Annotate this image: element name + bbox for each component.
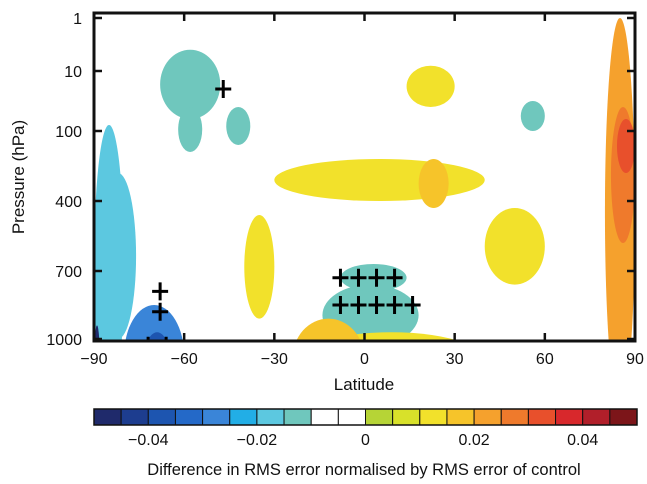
heatmap-region (100, 173, 137, 339)
significance-marks (125, 80, 421, 409)
significance-mark (152, 282, 169, 301)
significance-mark (125, 391, 141, 409)
x-tick-label: −60 (171, 351, 198, 368)
significance-mark (158, 391, 174, 409)
heatmap-region (616, 119, 635, 173)
heatmap-region (178, 107, 203, 152)
y-tick-label: 400 (55, 194, 82, 211)
colorbar-swatch (229, 408, 258, 426)
colorbar-swatch (93, 408, 122, 426)
significance-mark (332, 268, 349, 287)
significance-mark (140, 364, 156, 382)
colorbar-tick-label: −0.02 (237, 432, 278, 449)
heatmap-region (226, 107, 251, 145)
y-tick-label: 1000 (46, 332, 82, 349)
colorbar-tick-label: 0 (361, 432, 370, 449)
colorbar: −0.04 −0.02 0 0.02 0.04 (93, 408, 638, 449)
heatmap-region (244, 214, 275, 319)
colorbar-swatch (419, 408, 448, 426)
colorbar-swatch (365, 408, 394, 426)
heatmap-region (160, 49, 221, 119)
x-axis: −90 −60 −30 0 30 60 90 (80, 13, 644, 368)
significance-mark (386, 296, 403, 314)
colorbar-swatch (555, 408, 584, 426)
colorbar-swatch (174, 408, 204, 426)
x-tick-label: 90 (626, 351, 644, 368)
heatmap-region (484, 208, 545, 285)
significance-mark (368, 268, 385, 287)
significance-mark (386, 268, 403, 287)
colorbar-swatch (120, 408, 149, 426)
y-tick-label: 10 (64, 64, 82, 81)
y-tick-label: 100 (55, 124, 82, 141)
x-tick-label: 0 (360, 351, 369, 368)
colorbar-tick-label: 0.04 (567, 432, 598, 449)
x-tick-label: −90 (80, 351, 107, 368)
significance-mark (332, 296, 349, 314)
y-axis: 1 10 100 400 700 1000 (46, 11, 635, 349)
colorbar-tick-label: −0.04 (128, 432, 169, 449)
colorbar-swatch (609, 408, 638, 426)
colorbar-swatch (473, 408, 502, 426)
x-tick-label: −30 (261, 351, 288, 368)
colorbar-swatch (147, 408, 176, 426)
colorbar-swatch (500, 408, 529, 426)
colorbar-swatch (446, 408, 475, 426)
colorbar-swatch (527, 408, 557, 426)
significance-mark (140, 391, 156, 409)
colorbar-tick-label: 0.02 (459, 432, 490, 449)
significance-mark (368, 296, 385, 314)
x-axis-title: Latitude (334, 375, 395, 394)
y-axis-title: Pressure (hPa) (9, 120, 28, 234)
heatmap-cells (94, 18, 635, 341)
colorbar-swatch (256, 408, 285, 426)
colorbar-swatch (283, 408, 312, 426)
heatmap-region (94, 325, 100, 341)
heatmap-region (406, 65, 455, 107)
colorbar-frame (93, 408, 638, 426)
x-tick-label: 30 (446, 351, 464, 368)
significance-mark (215, 80, 232, 98)
heatmap-region (418, 159, 449, 208)
heatmap-region (125, 305, 183, 341)
heatmap-region (147, 332, 167, 341)
significance-mark (152, 302, 169, 321)
heatmap-region (520, 101, 545, 131)
significance-mark (350, 268, 367, 287)
heatmap-region (274, 159, 485, 201)
significance-mark (176, 391, 192, 409)
x-tick-label: 60 (536, 351, 554, 368)
colorbar-swatch (337, 408, 367, 426)
heatmap-region (296, 318, 361, 341)
y-tick-label: 1 (73, 11, 82, 28)
colorbar-swatch (202, 408, 231, 426)
heatmap-region (323, 332, 460, 341)
significance-mark (350, 296, 367, 314)
colorbar-swatch (582, 408, 611, 426)
significance-mark (404, 296, 421, 314)
colorbar-swatch (310, 408, 339, 426)
colorbar-title: Difference in RMS error normalised by RM… (147, 461, 580, 479)
colorbar-swatch (392, 408, 421, 426)
y-tick-label: 700 (55, 264, 82, 281)
